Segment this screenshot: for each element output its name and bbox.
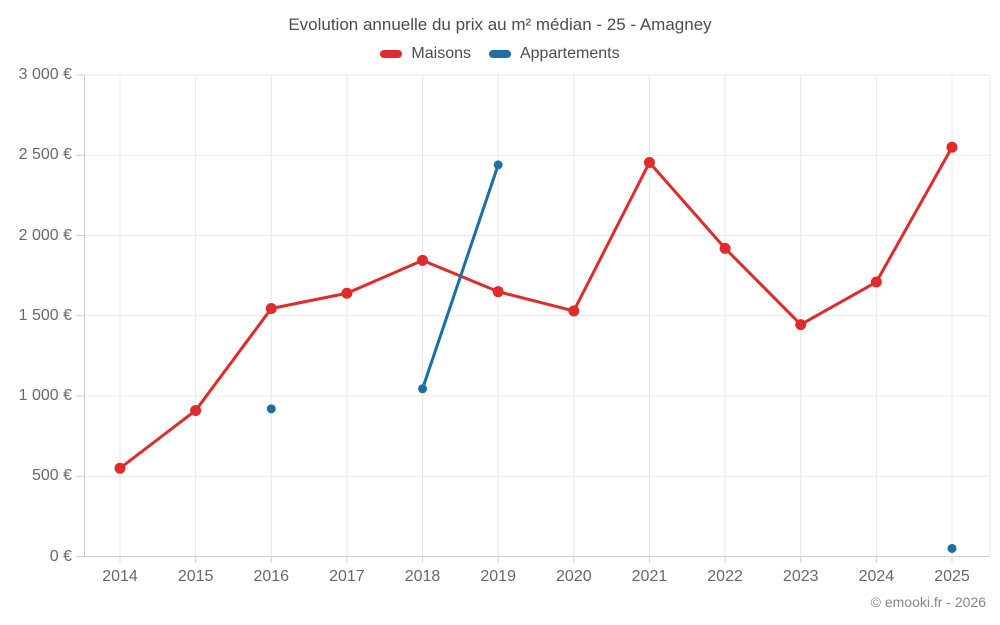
x-axis-label: 2024	[858, 568, 895, 585]
legend-marker-appartements	[488, 50, 511, 58]
y-axis-label: 1 000 €	[18, 387, 72, 404]
y-axis-label: 3 000 €	[18, 66, 72, 83]
x-axis-label: 2020	[556, 568, 592, 585]
maisons-point-2020[interactable]	[568, 305, 580, 317]
appartements-point-2019[interactable]	[493, 160, 503, 170]
legend-item-appartements[interactable]: Appartements	[488, 45, 620, 63]
legend-marker-maisons	[380, 50, 403, 58]
chart-title: Evolution annuelle du prix au m² médian …	[288, 15, 712, 34]
appartements-line	[421, 163, 500, 391]
maisons-line	[118, 145, 954, 470]
x-axis-label: 2019	[480, 568, 516, 585]
x-axis-label: 2023	[782, 568, 819, 585]
y-axis-label: 0 €	[49, 547, 72, 565]
copyright: © emooki.fr - 2026	[870, 594, 986, 610]
x-axis-label: 2018	[404, 568, 441, 585]
appartements-point-2025[interactable]	[947, 543, 957, 553]
maisons-point-2025[interactable]	[946, 141, 958, 153]
maisons-point-2021[interactable]	[643, 156, 655, 168]
x-axis-label: 2014	[102, 568, 138, 585]
maisons-point-2019[interactable]	[492, 286, 504, 298]
maisons-point-2014[interactable]	[114, 462, 126, 474]
maisons-point-2023[interactable]	[795, 319, 807, 331]
y-axis-label: 2 000 €	[18, 226, 72, 244]
x-axis-label: 2021	[631, 568, 668, 585]
maisons-point-2016[interactable]	[265, 303, 277, 315]
maisons-point-2022[interactable]	[719, 242, 731, 254]
maisons-point-2018[interactable]	[417, 254, 429, 266]
legend-label-maisons: Maisons	[411, 45, 471, 62]
x-axis-label: 2015	[177, 568, 214, 585]
y-axis-label: 1 500 €	[18, 306, 72, 324]
legend-label-appartements: Appartements	[519, 45, 620, 62]
appartements-point-2018[interactable]	[418, 384, 428, 394]
y-axis-label: 500 €	[31, 467, 72, 485]
x-axis-label: 2017	[329, 568, 365, 585]
maisons-point-2024[interactable]	[870, 276, 882, 288]
legend-item-maisons[interactable]: Maisons	[380, 45, 471, 63]
x-axis-label: 2022	[707, 568, 743, 585]
y-axis-label: 2 500 €	[18, 146, 72, 164]
x-axis-label: 2016	[253, 568, 290, 585]
maisons-point-2015[interactable]	[190, 404, 202, 416]
appartements-point-2016[interactable]	[266, 404, 276, 414]
maisons-point-2017[interactable]	[341, 287, 353, 299]
x-axis-label: 2025	[934, 568, 970, 585]
chart-legend: Maisons Appartements	[0, 45, 1000, 63]
